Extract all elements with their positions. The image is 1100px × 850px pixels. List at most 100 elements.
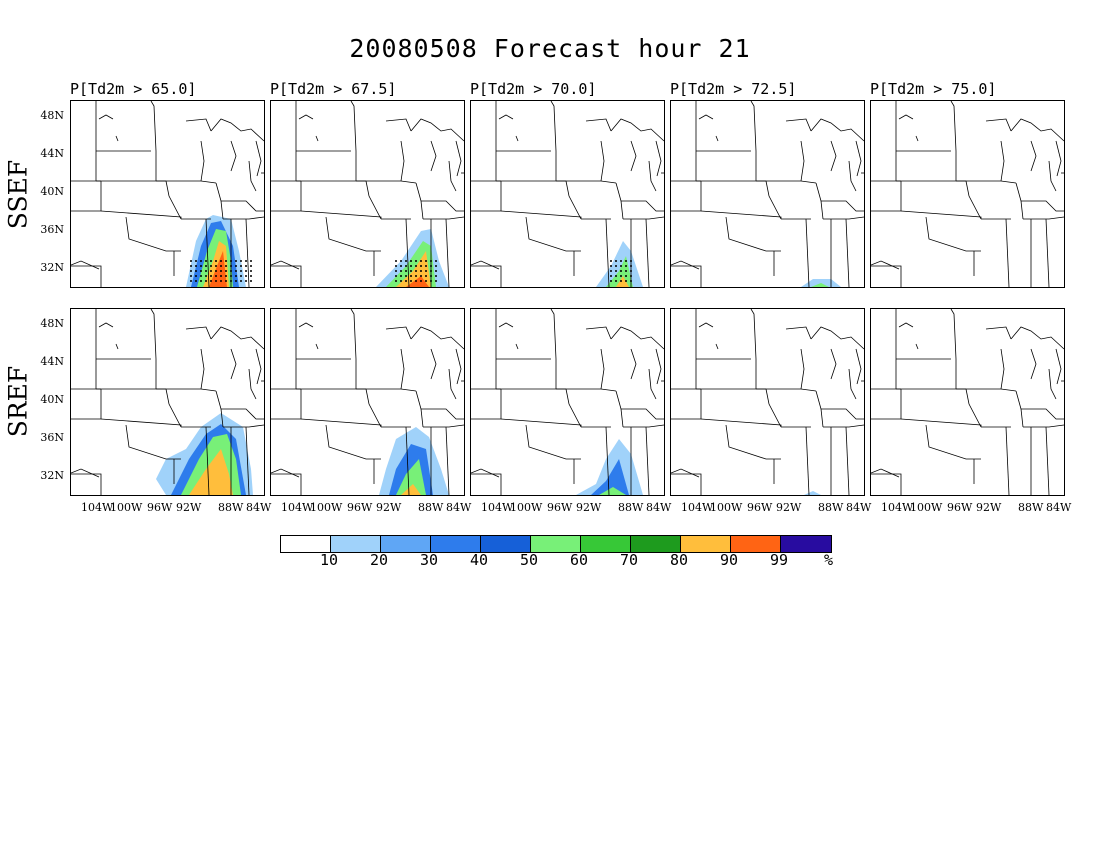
probability-shading bbox=[189, 449, 233, 495]
map-panel-ssef-75 bbox=[870, 100, 1065, 288]
stipple-dot bbox=[435, 280, 437, 282]
state-boundary bbox=[1045, 426, 1050, 495]
stipple-dot bbox=[240, 280, 242, 282]
lon-label-92w: 92W bbox=[376, 501, 402, 514]
stipple-dot bbox=[620, 275, 622, 277]
state-boundary bbox=[805, 426, 810, 495]
stipple-dot bbox=[235, 265, 237, 267]
stipple-dot bbox=[620, 270, 622, 272]
state-boundary bbox=[98, 322, 114, 328]
state-boundary bbox=[405, 218, 410, 287]
state-boundary bbox=[515, 135, 519, 142]
lon-label-84w: 84W bbox=[1046, 501, 1072, 514]
state-boundary bbox=[965, 180, 982, 220]
stipple-dot bbox=[425, 260, 427, 262]
state-boundary bbox=[645, 218, 650, 287]
state-boundary bbox=[925, 424, 981, 460]
lat-label-36n: 36N bbox=[40, 223, 64, 236]
state-boundary bbox=[585, 118, 612, 132]
stipple-dot bbox=[610, 280, 612, 282]
state-boundary bbox=[648, 160, 657, 192]
state-boundary bbox=[165, 388, 182, 428]
stipple-dot bbox=[210, 280, 212, 282]
stipple-dot bbox=[235, 270, 237, 272]
stipple-dot bbox=[435, 260, 437, 262]
lon-label-100w: 100W bbox=[510, 501, 543, 514]
state-boundary bbox=[810, 118, 864, 142]
state-boundary bbox=[671, 473, 702, 495]
colorbar-tick-label: 90 bbox=[720, 551, 739, 569]
state-boundary bbox=[365, 180, 382, 220]
state-boundary bbox=[648, 368, 657, 400]
lon-label-88w: 88W bbox=[1018, 501, 1044, 514]
state-boundary bbox=[655, 348, 662, 385]
stipple-dot bbox=[425, 270, 427, 272]
state-boundary bbox=[830, 348, 837, 380]
lat-label-36n: 36N bbox=[40, 431, 64, 444]
state-boundary bbox=[98, 114, 114, 120]
column-title-65: P[Td2m > 65.0] bbox=[70, 80, 197, 98]
stipple-dot bbox=[205, 275, 207, 277]
state-boundary bbox=[1023, 216, 1064, 220]
state-boundary bbox=[1021, 200, 1064, 212]
state-boundary bbox=[848, 368, 857, 400]
state-boundary bbox=[556, 388, 617, 392]
probability-shading bbox=[401, 484, 421, 495]
state-boundary bbox=[298, 114, 314, 120]
state-boundary bbox=[421, 408, 464, 420]
state-boundary bbox=[550, 309, 557, 360]
state-boundary bbox=[125, 424, 181, 460]
map-panel-sref-75 bbox=[870, 308, 1065, 496]
stipple-dot bbox=[250, 265, 252, 267]
state-boundary bbox=[845, 426, 850, 495]
colorbar-tick-label: 99 bbox=[770, 551, 789, 569]
stipple-dot bbox=[190, 280, 192, 282]
state-boundary bbox=[350, 309, 357, 360]
state-boundary bbox=[125, 216, 181, 252]
column-title-70: P[Td2m > 70.0] bbox=[470, 80, 597, 98]
state-boundary bbox=[430, 140, 437, 172]
state-boundary bbox=[156, 388, 217, 392]
state-boundary bbox=[445, 218, 450, 287]
figure-title: 20080508 Forecast hour 21 bbox=[349, 34, 751, 63]
stipple-dot bbox=[240, 260, 242, 262]
state-boundary bbox=[100, 210, 182, 219]
row-label-ssef: SSEF bbox=[3, 159, 33, 230]
probability-shading bbox=[804, 491, 821, 495]
state-boundary bbox=[610, 326, 664, 350]
colorbar-box bbox=[681, 536, 731, 552]
state-boundary bbox=[298, 322, 314, 328]
state-boundary bbox=[915, 343, 919, 350]
column-title-75: P[Td2m > 75.0] bbox=[870, 80, 997, 98]
stipple-dot bbox=[435, 270, 437, 272]
state-boundary bbox=[315, 343, 319, 350]
state-boundary bbox=[71, 468, 100, 478]
state-boundary bbox=[765, 388, 782, 428]
stipple-dot bbox=[240, 275, 242, 277]
stipple-dot bbox=[625, 260, 627, 262]
state-boundary bbox=[1005, 426, 1010, 495]
state-boundary bbox=[205, 218, 210, 287]
lon-label-100w: 100W bbox=[110, 501, 143, 514]
state-boundary bbox=[1000, 140, 1005, 182]
colorbar-box bbox=[581, 536, 631, 552]
stipple-dot bbox=[200, 260, 202, 262]
stipple-dot bbox=[415, 280, 417, 282]
state-boundary bbox=[550, 101, 557, 152]
state-boundary bbox=[271, 265, 302, 287]
stipple-dot bbox=[625, 280, 627, 282]
state-boundary bbox=[671, 468, 700, 478]
stipple-dot bbox=[225, 275, 227, 277]
state-boundary bbox=[185, 326, 212, 340]
state-boundary bbox=[115, 135, 119, 142]
state-boundary bbox=[585, 326, 612, 340]
row-label-sref: SREF bbox=[3, 365, 33, 438]
stipple-dot bbox=[200, 270, 202, 272]
state-boundary bbox=[400, 140, 405, 182]
state-boundary bbox=[271, 473, 302, 495]
colorbar-box bbox=[331, 536, 381, 552]
state-boundary bbox=[1030, 140, 1037, 172]
state-boundary bbox=[350, 101, 357, 152]
stipple-dot bbox=[215, 280, 217, 282]
lon-label-100w: 100W bbox=[310, 501, 343, 514]
